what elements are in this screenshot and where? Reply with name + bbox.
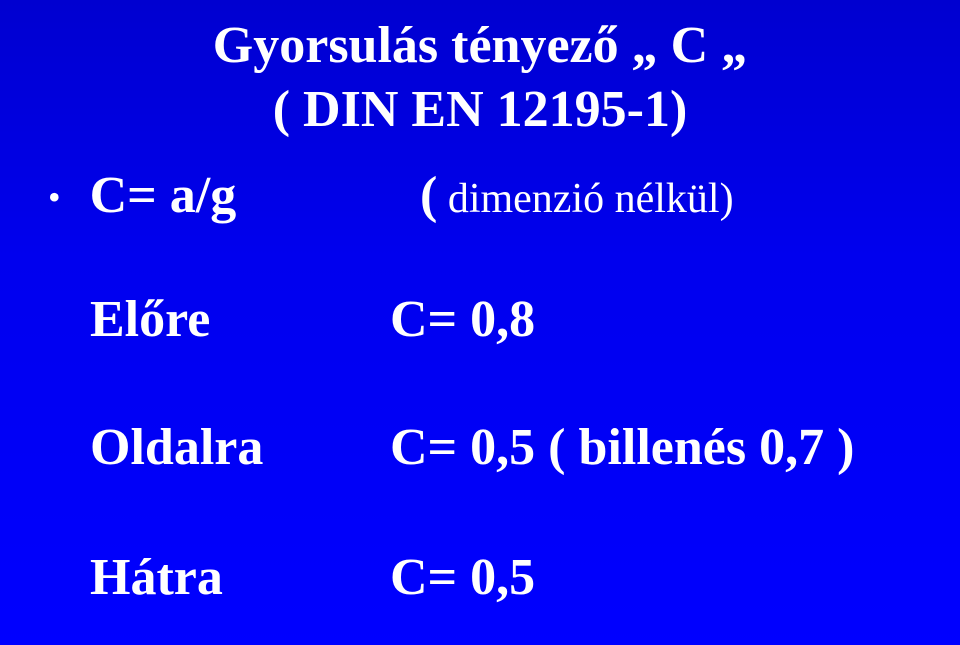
- bullet-icon: •: [48, 176, 61, 218]
- formula-left: C= a/g: [90, 167, 237, 224]
- row-back: Hátra C= 0,5: [90, 548, 223, 607]
- row-forward: Előre C= 0,8: [90, 290, 210, 349]
- slide-title-line2: ( DIN EN 12195-1): [0, 80, 960, 139]
- row-side: Oldalra C= 0,5 ( billenés 0,7 ): [90, 418, 263, 477]
- formula-right: ( dimenzió nélkül): [420, 166, 734, 225]
- row-forward-label: Előre: [90, 291, 210, 348]
- row-back-value: C= 0,5: [390, 548, 535, 607]
- row-forward-value: C= 0,8: [390, 290, 535, 349]
- formula-note: dimenzió nélkül): [437, 176, 733, 222]
- formula-paren: (: [420, 167, 437, 224]
- row-side-value: C= 0,5 ( billenés 0,7 ): [390, 418, 854, 477]
- formula-row: • C= a/g: [48, 166, 236, 225]
- row-back-label: Hátra: [90, 549, 223, 606]
- slide-title-line1: Gyorsulás tényező „ C „: [0, 16, 960, 75]
- row-side-label: Oldalra: [90, 419, 263, 476]
